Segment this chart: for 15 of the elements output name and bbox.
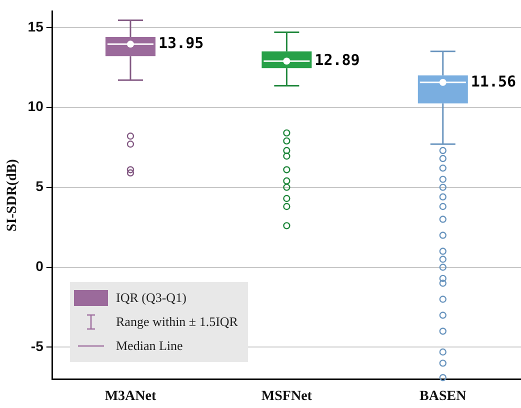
y-axis-title: SI-SDR(dB)	[5, 158, 20, 232]
y-tick-label: 0	[36, 258, 44, 274]
annotation: Median Line	[116, 338, 183, 354]
x-tick-label: M3ANet	[104, 389, 156, 404]
annotation: IQR (Q3-Q1)	[116, 290, 186, 306]
text: 13.95	[158, 34, 204, 52]
y-tick-label: 10	[28, 98, 44, 114]
annotation: Range within ± 1.5IQR	[116, 314, 238, 330]
y-tick-label: 5	[36, 178, 44, 194]
y-tick-label: -5	[30, 338, 44, 354]
text: 12.89	[314, 51, 360, 70]
text: 11.56	[470, 72, 516, 90]
x-tick-label: BASEN	[420, 389, 466, 404]
x-tick-label: MSFNet	[261, 389, 312, 404]
y-tick-label: 15	[28, 18, 44, 34]
